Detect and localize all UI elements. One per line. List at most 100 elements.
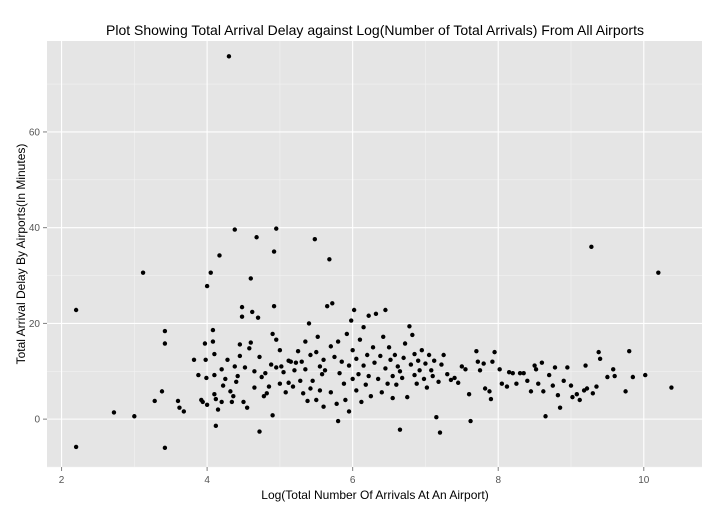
data-point	[357, 337, 363, 342]
data-point	[204, 283, 210, 289]
data-point	[314, 397, 319, 403]
data-point	[429, 368, 434, 373]
data-point	[656, 270, 661, 275]
data-point	[597, 356, 603, 362]
data-point	[203, 357, 208, 362]
data-point	[381, 334, 386, 340]
data-point	[412, 351, 417, 357]
data-point	[286, 380, 291, 385]
data-point	[570, 394, 575, 400]
data-point	[328, 390, 334, 395]
data-point	[270, 413, 275, 418]
data-point	[252, 385, 257, 390]
data-point	[274, 365, 279, 370]
data-point	[414, 381, 419, 386]
data-point	[271, 303, 277, 309]
data-point	[257, 354, 262, 360]
data-point	[373, 311, 379, 317]
data-point	[213, 396, 219, 402]
data-point	[392, 352, 398, 358]
data-point	[611, 367, 616, 372]
data-point	[430, 373, 435, 379]
data-point	[159, 389, 165, 394]
data-point	[217, 253, 222, 258]
data-point	[431, 358, 437, 363]
data-point	[539, 360, 545, 365]
data-point	[213, 423, 219, 429]
data-point	[175, 398, 181, 404]
data-point	[303, 367, 308, 372]
data-point	[383, 307, 388, 313]
data-point	[274, 226, 279, 231]
data-point	[346, 409, 352, 414]
data-point	[328, 344, 334, 349]
x-tick-label: 10	[638, 475, 650, 486]
data-point	[401, 355, 406, 361]
data-point	[303, 339, 308, 344]
data-point	[514, 381, 519, 386]
data-point	[475, 359, 481, 364]
data-point	[366, 373, 371, 379]
data-point	[584, 386, 590, 391]
data-point	[266, 384, 272, 389]
data-point	[441, 352, 446, 358]
data-point	[417, 368, 422, 373]
data-point	[293, 360, 299, 365]
data-point	[436, 379, 441, 384]
data-point	[517, 370, 523, 376]
data-point	[669, 385, 674, 390]
y-tick-label: 0	[34, 415, 40, 426]
data-point	[354, 388, 359, 393]
data-point	[536, 381, 541, 386]
data-point	[497, 367, 502, 372]
data-point	[314, 349, 319, 355]
data-point	[239, 314, 245, 319]
data-point	[379, 390, 384, 395]
data-point	[568, 383, 574, 388]
data-point	[334, 401, 339, 407]
major-gridlines	[47, 41, 702, 467]
data-point	[247, 346, 252, 351]
data-point	[312, 236, 318, 242]
data-point	[295, 348, 301, 354]
data-point	[324, 303, 330, 309]
data-point	[337, 370, 342, 376]
data-point	[583, 363, 588, 368]
data-point	[308, 352, 313, 358]
data-point	[191, 357, 197, 362]
data-point	[225, 357, 230, 362]
x-tick-label: 2	[59, 475, 65, 486]
data-point	[383, 366, 388, 371]
data-point	[397, 427, 403, 432]
plot-panel	[47, 41, 702, 467]
data-point	[254, 235, 259, 240]
data-point	[368, 393, 374, 399]
data-point	[229, 399, 235, 405]
data-point	[305, 398, 310, 404]
x-tick-label: 4	[204, 475, 210, 486]
data-point	[361, 363, 366, 368]
minor-gridlines	[47, 41, 702, 468]
data-point	[437, 430, 443, 435]
axis-ticks: 2 4 6 8 10 0 20 40 60	[29, 127, 650, 486]
data-point	[332, 354, 337, 360]
data-point	[263, 370, 268, 376]
data-point	[490, 359, 495, 364]
data-point	[202, 341, 208, 346]
data-point	[299, 359, 304, 364]
data-point	[232, 227, 237, 232]
data-point	[239, 304, 245, 310]
data-point	[298, 378, 303, 384]
data-point	[212, 392, 217, 397]
data-point	[232, 364, 237, 369]
data-point	[343, 397, 348, 403]
data-point	[220, 383, 226, 388]
data-point	[421, 376, 427, 382]
data-point	[366, 313, 371, 318]
data-point	[210, 327, 216, 333]
data-point	[212, 372, 217, 378]
data-point	[419, 348, 425, 353]
data-point	[319, 371, 325, 377]
data-point	[288, 359, 294, 364]
data-point	[510, 370, 515, 376]
